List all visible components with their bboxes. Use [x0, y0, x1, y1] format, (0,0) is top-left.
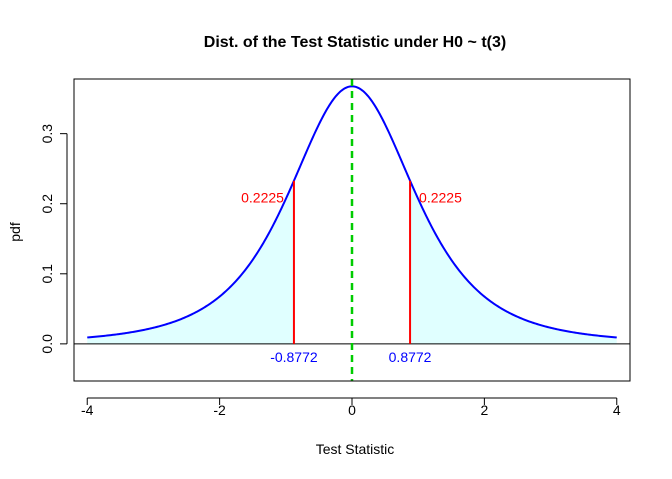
y-tick-label: 0.1 [39, 264, 55, 284]
left-tail-area [87, 180, 294, 344]
x-tick-label: 0 [348, 402, 356, 418]
y-tick-label: 0.0 [39, 334, 55, 354]
left-tail-probability-label: 0.2225 [241, 190, 284, 206]
chart-title: Dist. of the Test Statistic under H0 ~ t… [204, 34, 506, 51]
y-tick-label: 0.3 [39, 124, 55, 144]
plot-area: 0.2225 0.2225 -0.8772 0.8772 -4 -2 0 2 4 0.0 0.1 0.… [39, 78, 631, 418]
right-critical-value-label: 0.8772 [389, 349, 432, 365]
y-tick-label: 0.2 [39, 194, 55, 214]
x-tick-label: -4 [81, 402, 94, 418]
y-axis-label: pdf [7, 222, 23, 242]
x-tick-label: -2 [213, 402, 226, 418]
left-critical-value-label: -0.8772 [270, 349, 318, 365]
right-tail-probability-label: 0.2225 [419, 190, 462, 206]
density-curve [87, 85, 617, 339]
x-tick-label: 2 [480, 402, 488, 418]
x-axis-label: Test Statistic [316, 441, 395, 457]
plot-frame [73, 78, 631, 382]
x-tick-label: 4 [613, 402, 621, 418]
right-tail-area [410, 180, 617, 344]
